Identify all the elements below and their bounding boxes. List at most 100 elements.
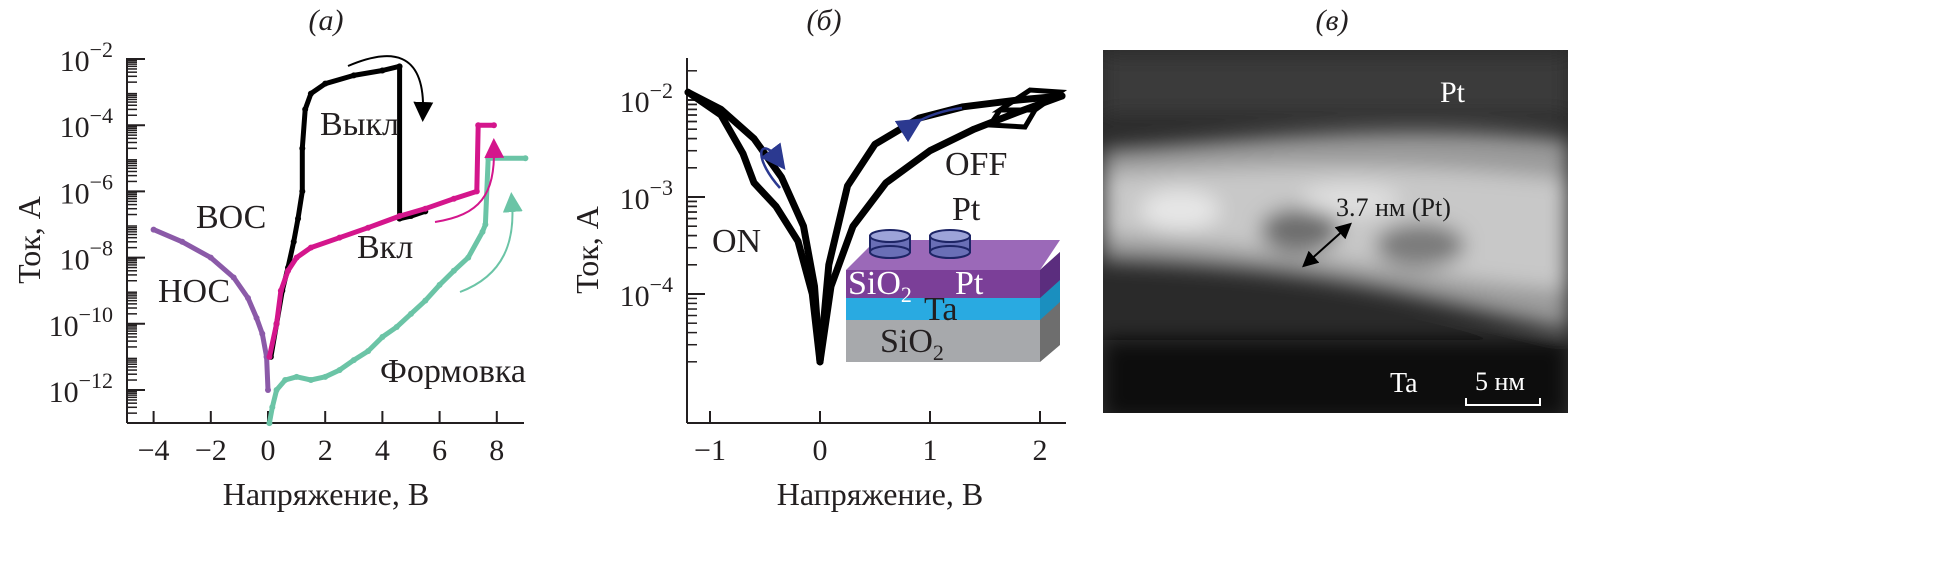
series-0-point xyxy=(259,330,266,337)
series-3-point xyxy=(482,221,489,228)
scale-bar xyxy=(1465,398,1541,406)
series-3-point xyxy=(485,155,492,162)
pt-electrode-1 xyxy=(869,229,911,259)
series-3-point xyxy=(408,310,414,317)
series-3-point xyxy=(307,377,314,384)
y-tick-label: 10−4 xyxy=(60,103,113,144)
series-1-point xyxy=(290,238,297,245)
series-0-point xyxy=(265,387,271,393)
arrow-set xyxy=(434,138,505,223)
annotation-on: Вкл xyxy=(357,229,413,266)
y-axis-label: Ток, А xyxy=(11,196,47,284)
x-tick-label: −2 xyxy=(195,434,227,467)
y-tick-label: 10−2 xyxy=(620,78,673,119)
x-tick-label: 0 xyxy=(261,434,276,467)
series-2-point xyxy=(307,244,314,251)
series-3-point xyxy=(379,333,386,340)
series-2-point xyxy=(277,287,284,294)
x-tick-label: 4 xyxy=(375,434,390,467)
series-3-point xyxy=(422,297,429,304)
y-tick-label: 10−8 xyxy=(60,236,113,277)
series-0-point xyxy=(207,254,214,261)
series-3-point xyxy=(350,357,357,364)
annotation-off: OFF xyxy=(945,146,1007,183)
series-1-point xyxy=(322,80,329,87)
chart-a: −4 −2 0 2 4 6 8 10−2 10−4 10−6 10−8 10−10 10−12 Ток,… xyxy=(11,37,529,512)
series-0-point xyxy=(179,238,186,245)
y-tick-label: 10−3 xyxy=(620,175,673,216)
inset-label-substrate: SiO xyxy=(880,323,933,360)
series-3-point xyxy=(282,377,289,384)
device-inset: Pt SiO2 Pt Ta SiO2 xyxy=(846,191,1060,365)
series-1-point xyxy=(295,215,302,222)
svg-text:SiO2: SiO2 xyxy=(880,323,944,365)
series-2-point xyxy=(396,213,403,220)
series-0-point xyxy=(253,314,260,321)
label-pt: Pt xyxy=(1440,76,1466,109)
label-thickness: 3.7 нм (Pt) xyxy=(1336,193,1451,222)
x-axis-label: Напряжение, В xyxy=(223,476,429,512)
annotation-off: Выкл xyxy=(320,106,399,143)
series-2-point xyxy=(273,320,280,327)
series-2-point xyxy=(266,353,273,360)
series-3-point xyxy=(365,348,372,355)
series-0-point xyxy=(230,274,237,281)
series-3-point xyxy=(393,324,400,331)
scale-bar-label: 5 нм xyxy=(1475,367,1525,396)
y-tick-label: 10−12 xyxy=(49,368,113,409)
sio2-layer xyxy=(846,270,1040,298)
inset-label-ta: Ta xyxy=(924,291,958,328)
series-3-point xyxy=(522,155,529,162)
series-0-point xyxy=(244,295,251,302)
y-axis-label: Ток, А xyxy=(569,206,605,294)
series-3-point xyxy=(465,254,472,261)
panel-label-b: (б) xyxy=(806,4,841,37)
series-1-point xyxy=(299,188,306,195)
series-2-point xyxy=(475,122,482,129)
inset-label-pt-top: Pt xyxy=(952,191,981,228)
x-axis-label: Напряжение, В xyxy=(777,476,983,512)
annotation-on: ON xyxy=(712,223,761,260)
series-1-point xyxy=(379,67,386,74)
series-1-line xyxy=(684,88,824,366)
inset-label-substrate-sub: 2 xyxy=(933,340,944,365)
inset-label-pt: Pt xyxy=(955,265,984,302)
series-3-point xyxy=(293,373,300,380)
y-tick-label: 10−4 xyxy=(620,272,673,313)
series-2-point xyxy=(336,234,343,241)
series-3-point xyxy=(479,228,486,235)
inset-label-sio2: SiO xyxy=(848,265,901,302)
series-3-point xyxy=(273,387,280,393)
series-3-line xyxy=(816,92,1066,366)
ta-layer xyxy=(846,298,1040,320)
x-tick-label: 2 xyxy=(1033,434,1048,467)
arrow-forming xyxy=(459,192,523,293)
x-tick-label: 6 xyxy=(432,434,447,467)
x-tick-label: −1 xyxy=(694,434,726,467)
arrow-on-loop xyxy=(760,142,786,189)
series-3-point xyxy=(450,267,457,274)
series-3-point xyxy=(266,420,273,427)
series-2-point xyxy=(473,188,480,195)
series-2-point xyxy=(365,224,372,231)
series-1-point xyxy=(299,145,306,152)
svg-text:SiO2: SiO2 xyxy=(848,265,912,307)
series-1-point xyxy=(302,106,309,113)
series-3-point xyxy=(269,404,276,411)
series-3-point xyxy=(322,373,329,380)
series-1-point xyxy=(350,72,357,79)
arrow-off-loop xyxy=(894,106,963,143)
x-tick-label: −4 xyxy=(138,434,170,467)
series-2-line xyxy=(266,122,497,360)
tem-micrograph: Pt 3.7 нм (Pt) Ta 5 нм xyxy=(1103,50,1568,413)
pt-electrode-2 xyxy=(929,229,971,259)
y-tick-label: 10−10 xyxy=(49,302,113,343)
series-2-point xyxy=(450,195,457,202)
y-tick-label: 10−2 xyxy=(60,37,113,78)
panel-label-c: (в) xyxy=(1315,4,1348,37)
chart-b: −1 0 1 2 10−2 10−3 10−4 Ток, А Напряжение, В O… xyxy=(569,58,1068,512)
label-ta: Ta xyxy=(1390,368,1418,399)
series-2-point xyxy=(490,122,497,129)
series-1-point xyxy=(307,90,314,97)
